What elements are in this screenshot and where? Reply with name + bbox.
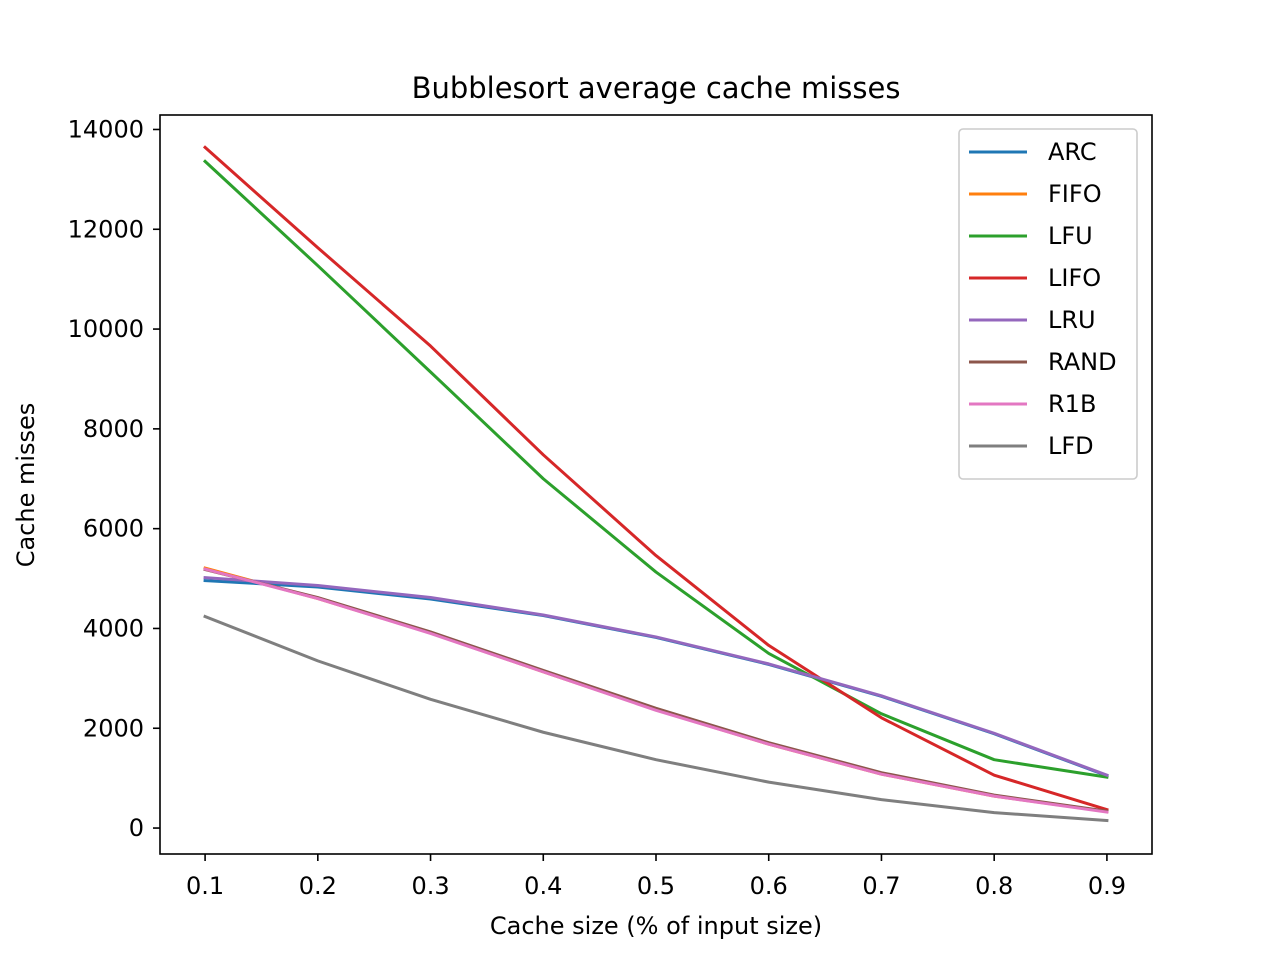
legend-box [958, 128, 1138, 480]
legend-label-arc: ARC [1048, 138, 1097, 166]
x-tick-label: 0.8 [975, 872, 1013, 900]
series-line-r1b [203, 567, 1109, 814]
legend-label-lfd: LFD [1048, 432, 1094, 460]
plot-area: 0.1 0.2 0.3 0.4 0.5 0.6 0.7 0.8 0.9 0 2000 4000 6000… [68, 114, 1153, 900]
x-tick-label: 0.7 [862, 872, 900, 900]
y-tick-label: 6000 [83, 515, 144, 543]
x-tick-label: 0.3 [411, 872, 449, 900]
x-tick-label: 0.6 [750, 872, 788, 900]
legend-label-lru: LRU [1048, 306, 1096, 334]
y-tick-label: 0 [129, 814, 144, 842]
legend-label-rand: RAND [1048, 348, 1117, 376]
x-tick-label: 0.1 [186, 872, 224, 900]
series-line-lifo [202, 145, 1109, 812]
legend-label-lifo: LIFO [1048, 264, 1101, 292]
x-tick-label: 0.2 [299, 872, 337, 900]
y-tick-label: 14000 [68, 115, 144, 143]
x-tick-label: 0.9 [1088, 872, 1126, 900]
y-tick-label: 10000 [68, 315, 144, 343]
x-tick-label: 0.5 [637, 872, 675, 900]
series-line-lfd [203, 614, 1109, 823]
x-axis-label: Cache size (% of input size) [490, 912, 822, 940]
series-line-lru [203, 575, 1109, 778]
y-tick-label: 12000 [68, 215, 144, 243]
y-tick-label: 8000 [83, 415, 144, 443]
x-tick-label: 0.4 [524, 872, 562, 900]
series-line-lfu [202, 159, 1109, 779]
y-tick-label: 2000 [83, 714, 144, 742]
chart-title: Bubblesort average cache misses [412, 71, 901, 105]
legend-label-lfu: LFU [1048, 222, 1093, 250]
y-axis-label: Cache misses [12, 403, 40, 568]
legend-label-r1b: R1B [1048, 390, 1096, 418]
legend: ARC FIFO LFU LIFO LRU RAND R1B LFD [958, 128, 1138, 480]
y-tick-label: 4000 [83, 614, 144, 642]
legend-label-fifo: FIFO [1048, 180, 1102, 208]
